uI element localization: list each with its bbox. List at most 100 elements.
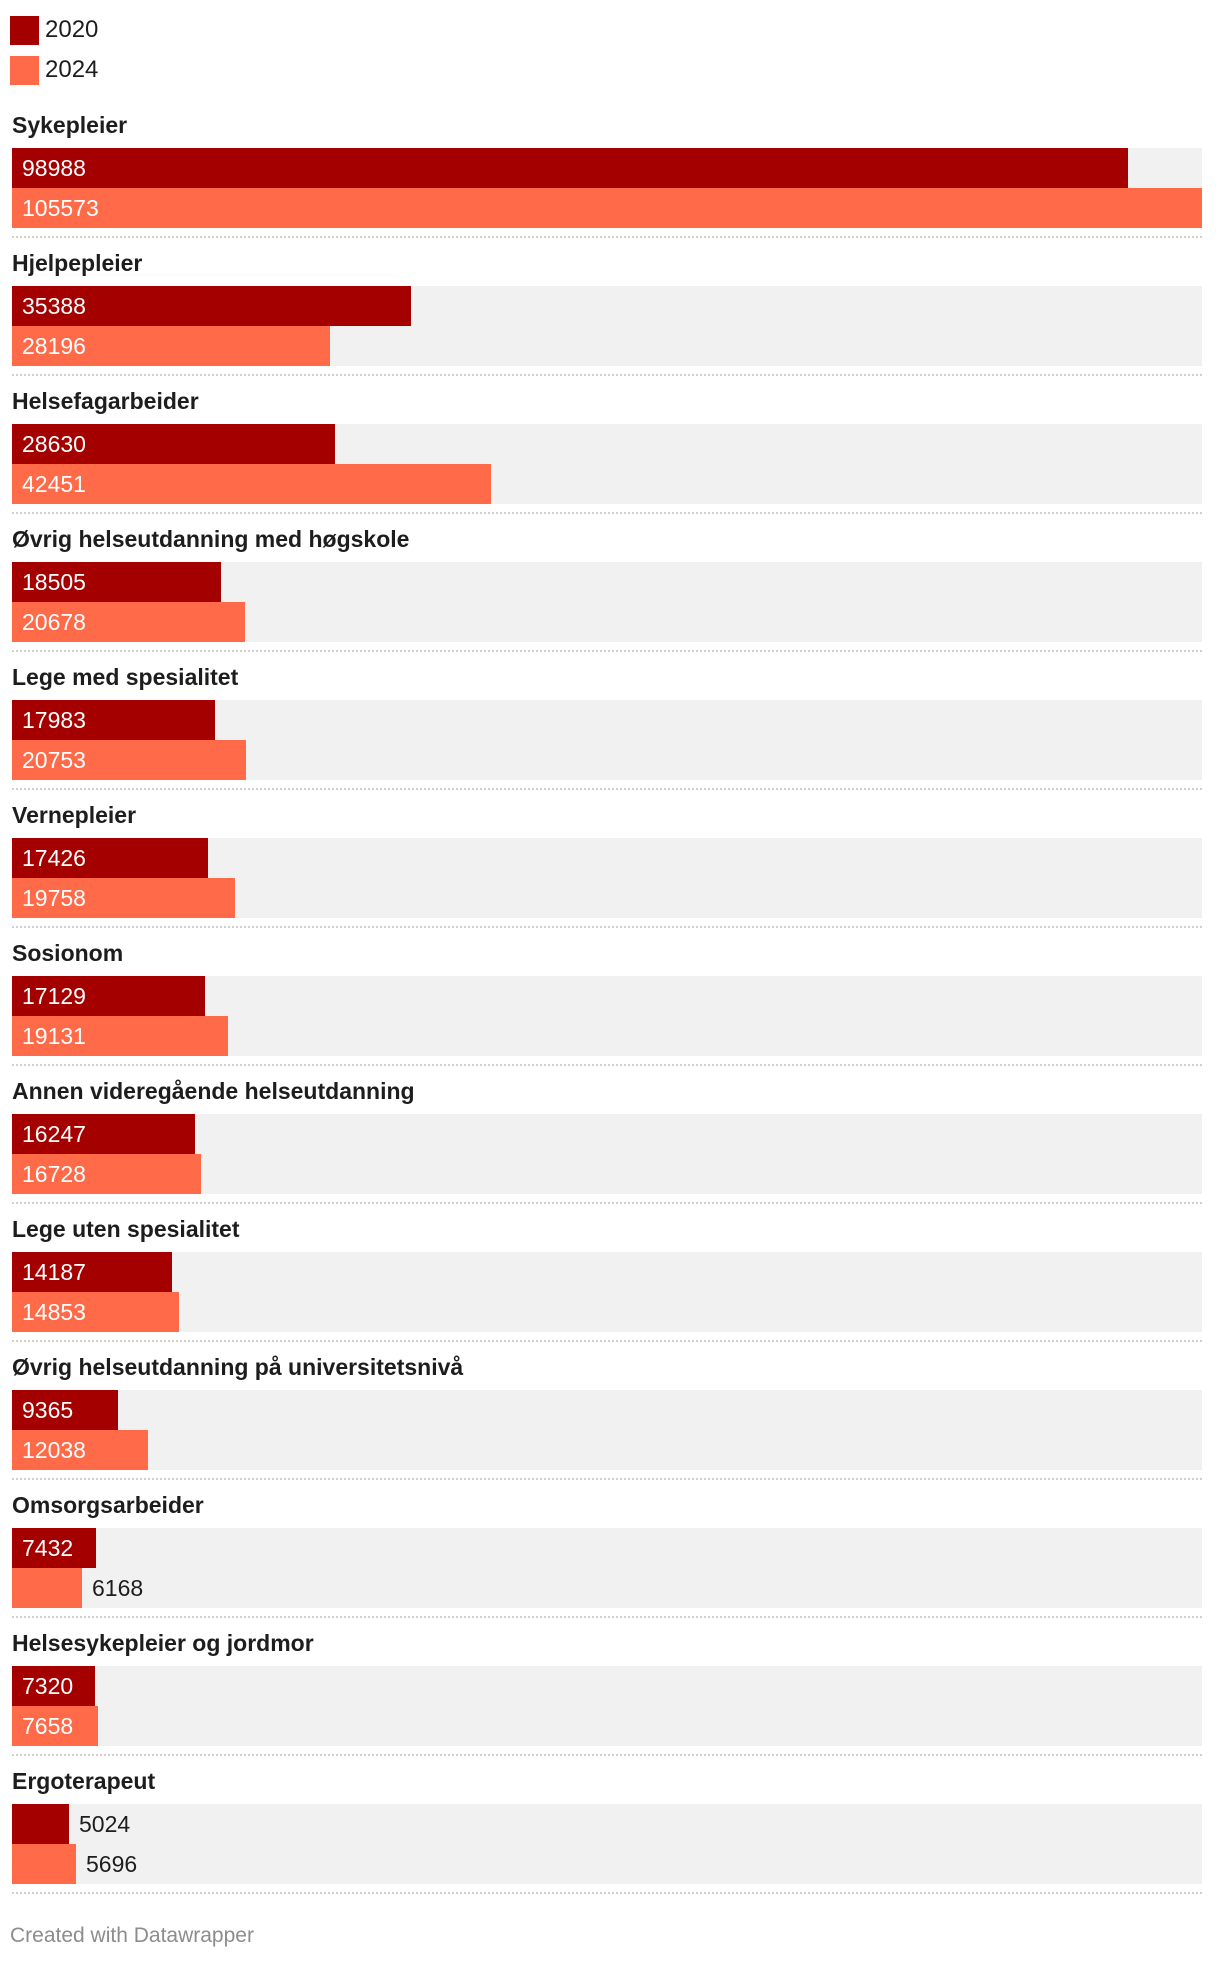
bar-2024 [12,1844,76,1884]
category-group: Øvrig helseutdanning på universitetsnivå… [12,1342,1202,1480]
value-label: 6168 [92,1575,144,1601]
divider [12,374,1202,376]
bar-2020 [12,976,205,1016]
bar-2024 [12,1292,179,1332]
value-label: 19758 [22,885,86,911]
category-group: Helsesykepleier og jordmor 7320 7658 [12,1618,1202,1756]
bar-2024 [12,1568,82,1608]
value-label: 16247 [22,1121,86,1147]
bar-2024 [12,326,330,366]
category-group: Sosionom 17129 19131 [12,928,1202,1066]
bar-track: 5024 5696 [12,1804,1202,1884]
value-label: 28196 [22,333,86,359]
bar-track: 17129 19131 [12,976,1202,1056]
bar-track: 17983 20753 [12,700,1202,780]
category-label: Lege uten spesialitet [12,1216,240,1242]
category-group: Øvrig helseutdanning med høgskole 18505 20… [12,514,1202,652]
legend-label: 2020 [45,16,99,43]
value-label: 7658 [22,1713,74,1739]
bar-track: 9365 12038 [12,1390,1202,1470]
bar-2020 [12,562,221,602]
category-label: Omsorgsarbeider [12,1492,204,1518]
divider [12,926,1202,928]
value-label: 17129 [22,983,86,1009]
value-label: 35388 [22,293,86,319]
divider [12,1754,1202,1756]
category-group: Vernepleier 17426 19758 [12,790,1202,928]
legend: 2020 2024 [10,10,98,90]
category-label: Annen videregående helseutdanning [12,1078,415,1104]
value-label: 12038 [22,1437,86,1463]
category-group: Hjelpepleier 35388 28196 [12,238,1202,376]
bar-track: 7320 7658 [12,1666,1202,1746]
bar-2024 [12,878,235,918]
legend-label: 2024 [45,56,99,83]
value-label: 105573 [22,195,99,221]
category-label: Vernepleier [12,802,137,828]
bar-2020 [12,1252,172,1292]
divider [12,1064,1202,1066]
legend-item: 2024 [10,50,98,90]
bar-track: 14187 14853 [12,1252,1202,1332]
category-label: Ergoterapeut [12,1768,156,1794]
divider [12,1892,1202,1894]
value-label: 16728 [22,1161,86,1187]
bar-2020 [12,1528,96,1568]
bar-2024 [12,464,491,504]
value-label: 5696 [86,1851,138,1877]
bar-track: 35388 28196 [12,286,1202,366]
bar-2024 [12,1016,228,1056]
bar-2020 [12,1390,118,1430]
category-group: Sykepleier 98988 105573 [12,100,1202,238]
category-group: Ergoterapeut 5024 5696 [12,1756,1202,1894]
value-label: 20678 [22,609,86,635]
bar-2024 [12,740,246,780]
category-group: Omsorgsarbeider 7432 6168 [12,1480,1202,1618]
divider [12,1202,1202,1204]
value-label: 5024 [79,1811,131,1837]
bar-2024 [12,602,245,642]
category-label: Helsesykepleier og jordmor [12,1630,314,1656]
value-label: 98988 [22,155,86,181]
bar-chart: Sykepleier 98988 105573 Hjelpepleier 35388 28… [12,100,1202,1894]
value-label: 17426 [22,845,86,871]
category-label: Sosionom [12,940,124,966]
value-label: 19131 [22,1023,86,1049]
bar-2020 [12,1666,95,1706]
category-label: Lege med spesialitet [12,664,239,690]
bar-2020 [12,148,1128,188]
category-group: Lege med spesialitet 17983 20753 [12,652,1202,790]
legend-swatch [10,15,39,45]
category-label: Sykepleier [12,112,128,138]
bar-track: 18505 20678 [12,562,1202,642]
value-label: 9365 [22,1397,74,1423]
divider [12,650,1202,652]
bar-2020 [12,286,411,326]
bar-2024 [12,1154,201,1194]
divider [12,1478,1202,1480]
value-label: 7320 [22,1673,74,1699]
value-label: 14853 [22,1299,86,1325]
bar-2024 [12,1706,98,1746]
divider [12,1616,1202,1618]
footer-credit: Created with Datawrapper [10,1924,254,1947]
divider [12,236,1202,238]
bar-track: 28630 42451 [12,424,1202,504]
bar-2020 [12,700,215,740]
value-label: 28630 [22,431,86,457]
bar-track: 17426 19758 [12,838,1202,918]
bar-2024 [12,1430,148,1470]
value-label: 18505 [22,569,86,595]
bar-track: 7432 6168 [12,1528,1202,1608]
category-group: Helsefagarbeider 28630 42451 [12,376,1202,514]
category-group: Annen videregående helseutdanning 16247 16… [12,1066,1202,1204]
category-label: Øvrig helseutdanning med høgskole [12,526,410,552]
divider [12,788,1202,790]
bar-2020 [12,1114,195,1154]
bar-track: 98988 105573 [12,148,1202,228]
category-label: Øvrig helseutdanning på universitetsnivå [12,1354,464,1380]
bar-2020 [12,1804,69,1844]
divider [12,512,1202,514]
legend-item: 2020 [10,10,98,50]
divider [12,1340,1202,1342]
